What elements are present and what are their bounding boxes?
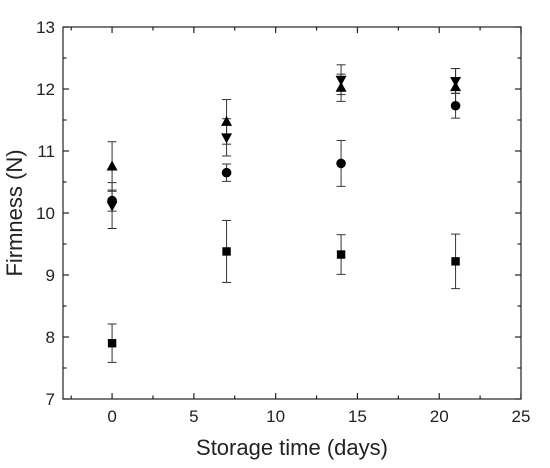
- circle-marker: [336, 158, 346, 169]
- square-marker: [107, 339, 117, 348]
- triangle-up-marker: [221, 115, 233, 126]
- x-tick-label: 25: [512, 407, 531, 426]
- x-axis: 0 5 10 15 20 25: [70, 27, 531, 426]
- square-marker: [336, 250, 346, 259]
- y-tick-label: 7: [46, 390, 55, 409]
- y-axis: 7 8 9 10 11 12 13: [36, 18, 521, 409]
- error-bars: [107, 64, 461, 363]
- triangle-down-marker: [221, 133, 233, 144]
- x-tick-label: 10: [266, 407, 285, 426]
- square-marker: [222, 247, 231, 256]
- square-marker: [451, 257, 460, 266]
- triangle-up-marker: [106, 160, 118, 171]
- x-axis-label: Storage time (days): [196, 435, 388, 460]
- y-tick-label: 8: [46, 328, 55, 347]
- circle-marker: [450, 100, 461, 111]
- data-markers: [106, 75, 462, 348]
- plot-frame: [62, 26, 522, 400]
- x-tick-label: 5: [189, 407, 198, 426]
- x-tick-label: 15: [348, 407, 367, 426]
- y-tick-label: 12: [36, 80, 55, 99]
- y-axis-label: Firmness (N): [2, 149, 27, 276]
- triangle-down-marker: [450, 76, 462, 87]
- y-tick-label: 11: [37, 142, 55, 161]
- y-tick-label: 10: [36, 204, 55, 223]
- circle-marker: [221, 167, 232, 178]
- x-tick-label: 0: [107, 407, 116, 426]
- y-tick-label: 13: [36, 18, 55, 37]
- x-tick-label: 20: [430, 407, 449, 426]
- triangle-down-marker: [106, 201, 118, 212]
- triangle-up-marker: [335, 81, 347, 92]
- y-tick-label: 9: [46, 266, 55, 285]
- triangle-down-marker: [335, 75, 347, 86]
